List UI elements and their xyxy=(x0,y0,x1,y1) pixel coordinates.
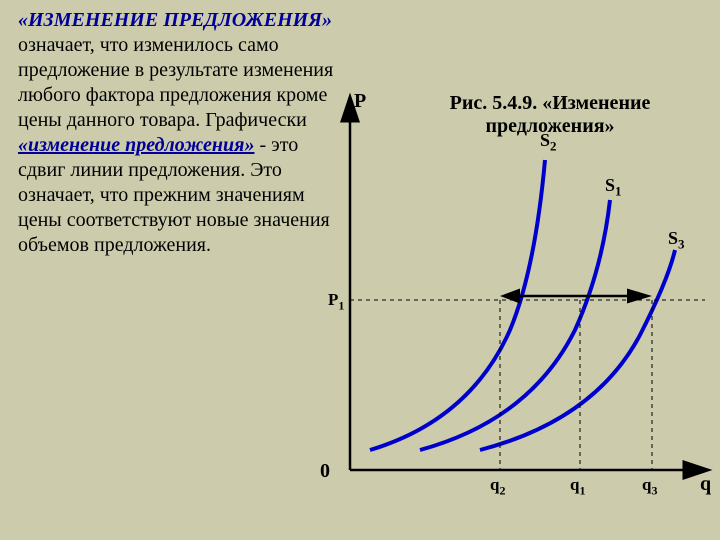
curve-s2 xyxy=(370,160,545,450)
curve-s3 xyxy=(480,250,675,450)
chart-svg xyxy=(0,0,720,540)
